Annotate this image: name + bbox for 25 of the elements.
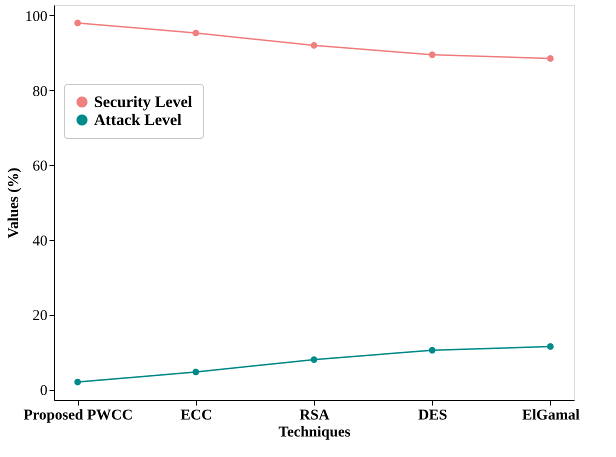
point xyxy=(74,20,81,26)
point xyxy=(428,346,436,354)
point xyxy=(310,356,318,363)
x-axis-title: Techniques xyxy=(278,424,351,440)
y-tick-label: 60 xyxy=(32,158,48,175)
x-tick-label: RSA xyxy=(299,408,330,424)
point xyxy=(192,30,200,36)
y-tick-label: 0 xyxy=(40,383,48,400)
point xyxy=(192,368,200,376)
y-tick-label: 40 xyxy=(32,233,48,250)
point xyxy=(547,55,554,62)
point xyxy=(310,42,318,49)
x-tick-label: Proposed PWCC xyxy=(23,408,133,424)
point xyxy=(547,343,554,350)
x-tick-label: ECC xyxy=(180,408,212,424)
x-tick-label: DES xyxy=(418,408,448,424)
y-tick-label: 20 xyxy=(32,308,48,324)
legend-label: Security Level xyxy=(94,94,193,111)
point xyxy=(74,378,81,386)
y-tick-label: 80 xyxy=(32,84,48,100)
x-tick-label: ElGamal xyxy=(522,408,580,424)
y-axis-title: Values (%) xyxy=(6,168,22,238)
point xyxy=(428,51,436,58)
y-tick-label: 100 xyxy=(25,8,48,25)
legend-label: Attack Level xyxy=(94,112,182,129)
